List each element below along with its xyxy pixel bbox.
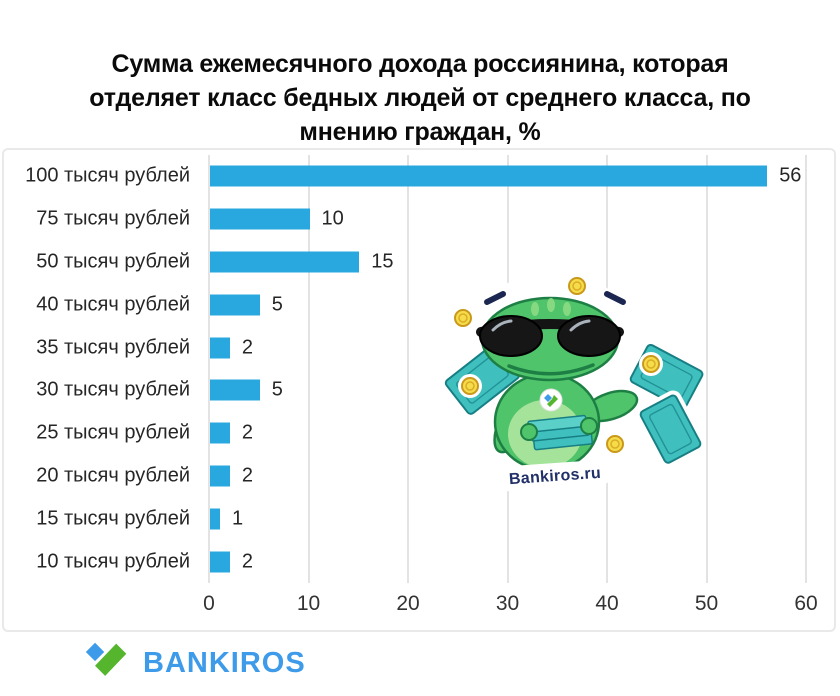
value-label: 2 <box>241 421 254 444</box>
bar-row: 25 тысяч рублей 2 <box>4 412 834 455</box>
gridline <box>407 155 409 583</box>
chart-title-line-2: отделяет класс бедных людей от среднего … <box>89 83 751 112</box>
category-label: 100 тысяч рублей <box>25 164 190 187</box>
gridline <box>208 155 210 583</box>
bar <box>210 551 230 573</box>
frog-left-hand <box>520 423 538 441</box>
x-tick-label: 0 <box>203 592 215 615</box>
banknote-right-bottom-icon <box>635 390 705 468</box>
bar-row: 30 тысяч рублей 5 <box>4 369 834 412</box>
mascot-caption-text: Bankiros.ru <box>508 465 601 488</box>
chart-title-line-3: мнению граждан, % <box>299 117 541 146</box>
bar <box>210 294 260 316</box>
x-tick-label: 30 <box>495 592 520 615</box>
category-label: 25 тысяч рублей <box>36 421 190 444</box>
frog-mascot-sticker: Bankiros.ru <box>440 272 705 492</box>
value-label: 2 <box>241 550 254 573</box>
head-spots <box>531 298 571 316</box>
bankiros-heart-logo-icon <box>85 642 127 676</box>
frog-mouth <box>507 363 595 376</box>
x-tick-label: 10 <box>296 592 321 615</box>
eyebrow-icons <box>484 291 626 305</box>
coin-icons <box>451 274 663 456</box>
value-label: 2 <box>241 464 254 487</box>
bar-row: 50 тысяч рублей 15 <box>4 241 834 284</box>
value-label: 10 <box>321 207 344 230</box>
category-label: 40 тысяч рублей <box>36 293 190 316</box>
bar <box>210 337 230 359</box>
bar <box>210 422 230 444</box>
category-label: 75 тысяч рублей <box>36 207 190 230</box>
gridline <box>805 155 807 583</box>
brand-name: BANKIROS <box>143 646 306 679</box>
bar-row: 15 тысяч рублей 1 <box>4 497 834 540</box>
chart-card: 100 тысяч рублей 56 75 тысяч рублей 10 50 ты… <box>2 148 836 632</box>
value-label: 5 <box>271 293 283 316</box>
gridline <box>307 155 310 583</box>
chart-title-line-1: Сумма ежемесячного дохода россиянина, ко… <box>111 49 729 78</box>
bar-row: 10 тысяч рублей 2 <box>4 540 834 583</box>
mascot-caption: Bankiros.ru <box>497 459 613 492</box>
chart-title: Сумма ежемесячного дохода россиянина, ко… <box>0 47 840 149</box>
x-tick-label: 20 <box>396 592 420 615</box>
bar <box>210 165 768 187</box>
brand-footer: BANKIROS <box>84 636 306 690</box>
bar-row: 20 тысяч рублей 2 <box>4 455 834 498</box>
x-tick-label: 60 <box>794 592 818 615</box>
value-label: 1 <box>231 507 244 530</box>
sunglasses-icon <box>476 315 624 357</box>
frog-right-hand <box>580 417 598 435</box>
category-label: 50 тысяч рублей <box>36 250 190 273</box>
bar <box>210 379 260 401</box>
bar-row: 40 тысяч рублей 5 <box>4 283 834 326</box>
bar <box>210 208 310 230</box>
value-label: 15 <box>371 250 394 273</box>
bar <box>210 465 230 487</box>
x-tick-label: 50 <box>694 592 719 615</box>
value-label: 56 <box>779 164 802 187</box>
value-label: 5 <box>271 378 283 401</box>
category-label: 35 тысяч рублей <box>36 336 190 359</box>
category-label: 10 тысяч рублей <box>36 550 190 573</box>
bar <box>210 508 220 530</box>
x-tick-label: 40 <box>595 592 619 615</box>
value-label: 2 <box>241 336 254 359</box>
bar-row: 100 тысяч рублей 56 <box>4 155 834 198</box>
bar-row: 75 тысяч рублей 10 <box>4 198 834 241</box>
bar <box>210 251 360 273</box>
pendant-logo-icon <box>539 388 563 412</box>
category-label: 20 тысяч рублей <box>36 464 190 487</box>
bar-row: 35 тысяч рублей 2 <box>4 326 834 369</box>
gridline <box>705 155 708 583</box>
category-label: 30 тысяч рублей <box>36 378 190 401</box>
category-label: 15 тысяч рублей <box>36 507 190 530</box>
